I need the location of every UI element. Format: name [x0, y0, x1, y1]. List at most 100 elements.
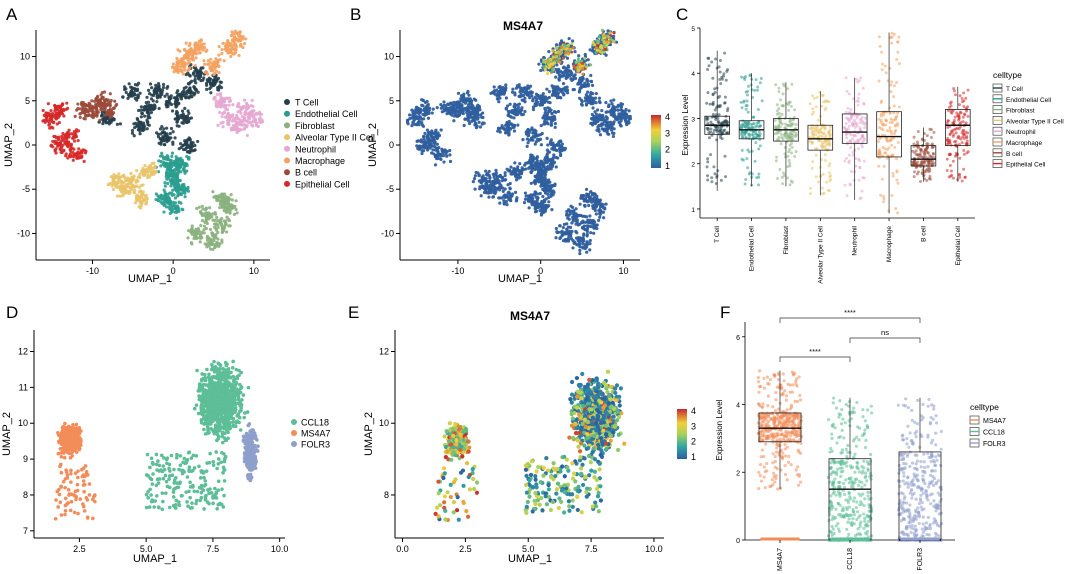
cell-point — [555, 90, 559, 94]
cell-point — [88, 105, 92, 109]
cell-point — [188, 229, 193, 234]
cell-point — [557, 88, 561, 92]
cell-point — [198, 210, 203, 214]
cell-point — [69, 147, 73, 151]
cell-point — [59, 104, 63, 108]
cell-point — [540, 178, 544, 183]
data-point — [707, 136, 711, 140]
cell-point — [65, 143, 69, 148]
cell-point — [145, 120, 150, 124]
x-tick-label: -10 — [86, 266, 99, 276]
cell-point — [47, 123, 51, 127]
cell-point — [66, 156, 70, 160]
cell-point — [135, 98, 139, 102]
cell-point — [538, 191, 542, 196]
cell-point — [569, 204, 573, 208]
cell-point — [479, 113, 483, 117]
cell-point — [514, 86, 518, 90]
cell-point — [452, 119, 456, 123]
cell-point — [152, 172, 156, 176]
cell-point — [485, 173, 490, 177]
expressing-cell-point — [589, 63, 593, 67]
cell-point — [545, 152, 549, 156]
cell-point — [165, 139, 169, 144]
cell-point — [194, 81, 198, 85]
legend-label: Macrophage — [295, 156, 345, 166]
cell-point — [252, 119, 256, 123]
cell-point — [508, 169, 512, 173]
cell-point — [588, 218, 592, 222]
cell-point — [529, 153, 533, 157]
cell-point — [156, 94, 160, 99]
cell-point — [556, 156, 560, 160]
cell-point — [530, 202, 534, 207]
cell-point — [219, 199, 223, 203]
legend-label: Alveolar Type II Cell — [295, 133, 375, 143]
cell-point — [164, 174, 168, 179]
cell-point — [435, 153, 439, 157]
cell-point — [173, 174, 178, 178]
cell-point — [197, 205, 201, 209]
panel-a-xlabel: UMAP_1 — [128, 273, 172, 285]
colorbar-tick-label: 2 — [665, 145, 670, 155]
cell-point — [497, 100, 501, 104]
cell-point — [133, 86, 137, 91]
cell-point — [565, 88, 570, 92]
cell-point — [474, 98, 478, 102]
cell-point — [558, 74, 563, 78]
cell-point — [592, 220, 596, 224]
cell-point — [150, 86, 154, 90]
cell-point — [208, 206, 212, 210]
cell-point — [152, 161, 156, 165]
cell-point — [473, 174, 478, 178]
data-point — [720, 137, 724, 141]
cell-point — [413, 122, 417, 126]
cell-point — [147, 88, 151, 93]
cell-point — [462, 97, 466, 102]
cell-point — [561, 81, 566, 86]
cell-point — [510, 123, 515, 127]
expressing-cell-point — [599, 44, 603, 48]
cell-point — [620, 102, 625, 106]
cell-point — [546, 106, 550, 110]
cell-point — [182, 89, 186, 93]
cell-point — [567, 217, 571, 221]
cell-point — [124, 90, 128, 95]
cell-point — [595, 194, 599, 198]
cell-point — [548, 162, 552, 167]
cell-point — [94, 97, 98, 101]
cell-point — [210, 215, 214, 219]
expressing-cell-point — [584, 65, 588, 69]
cell-point — [508, 187, 512, 191]
cell-point — [250, 111, 254, 115]
cell-point — [562, 222, 567, 226]
cell-point — [190, 226, 194, 230]
cell-point — [512, 129, 517, 133]
cell-point — [174, 155, 178, 159]
cell-point — [197, 51, 202, 55]
cell-point — [148, 82, 153, 86]
cell-point — [554, 236, 558, 240]
cell-point — [604, 53, 608, 57]
data-point — [725, 109, 729, 113]
cell-point — [547, 187, 551, 192]
cell-point — [188, 86, 192, 90]
cell-point — [526, 84, 530, 88]
cell-point — [551, 193, 555, 197]
cell-point — [219, 80, 223, 85]
cell-point — [594, 121, 598, 125]
cell-point — [558, 149, 562, 154]
cell-point — [143, 164, 147, 168]
panel-a-points — [41, 29, 265, 252]
cell-point — [532, 128, 537, 132]
data-point — [716, 120, 720, 124]
legend-label: Epithelial Cell — [295, 179, 350, 189]
cell-point — [182, 169, 187, 173]
expressing-cell-point — [612, 31, 616, 35]
cell-point — [582, 239, 586, 243]
cell-point — [598, 100, 602, 105]
cell-point — [176, 162, 181, 166]
cell-point — [591, 205, 595, 209]
cell-point — [186, 68, 190, 72]
cell-point — [180, 207, 184, 211]
